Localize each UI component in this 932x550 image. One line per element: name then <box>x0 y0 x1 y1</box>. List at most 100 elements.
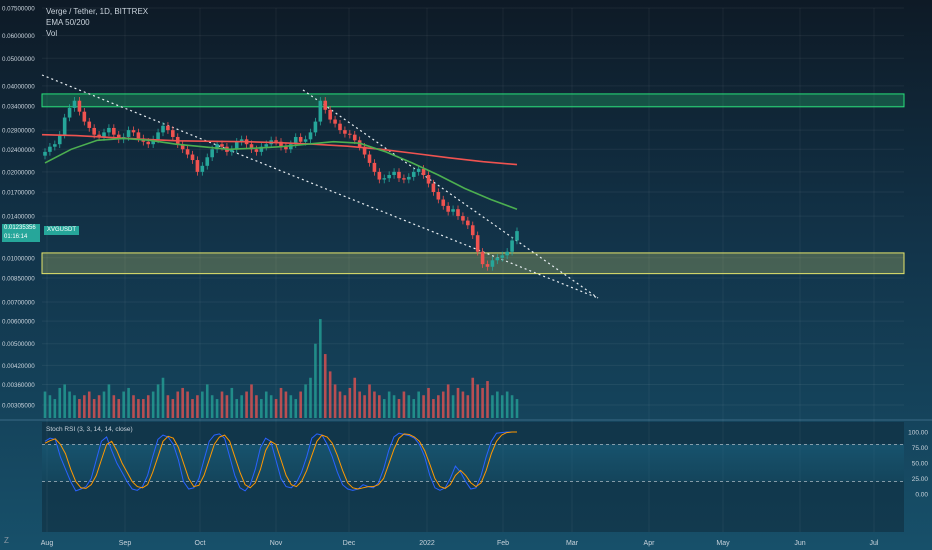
candle-body <box>180 144 185 150</box>
candle-body <box>328 109 332 120</box>
volume-bar <box>368 384 371 418</box>
candle-body <box>259 146 264 152</box>
volume-bar <box>191 399 194 418</box>
rsi-tick-label: 100.00 <box>908 430 928 437</box>
volume-bar <box>68 391 71 418</box>
volume-bar <box>461 391 465 418</box>
candle-body <box>161 125 165 133</box>
volume-bar <box>102 391 106 418</box>
volume-bar <box>78 399 81 418</box>
volume-bar <box>417 391 420 418</box>
candle-body <box>382 178 387 180</box>
candle-body <box>298 136 303 142</box>
candle-body <box>126 130 131 137</box>
time-tick-label: Oct <box>195 540 206 547</box>
stoch-rsi-panel: 100.00 75.00 50.00 25.00 0.00 <box>42 430 928 499</box>
volume-bar <box>250 384 253 418</box>
candle-body <box>372 162 377 172</box>
candle-body <box>466 220 470 226</box>
volume-bar <box>505 391 509 418</box>
price-tick-label: 0.02800000 <box>2 128 35 135</box>
volume-bar <box>294 399 298 418</box>
volume-bar <box>151 391 155 418</box>
volume-bar <box>137 399 140 418</box>
volume-bar <box>358 391 361 418</box>
volume-bar <box>319 319 322 418</box>
price-tick-label: 0.04000000 <box>2 83 35 90</box>
time-tick-label: May <box>716 540 730 547</box>
volume-bar <box>260 399 263 418</box>
volume-bar <box>304 384 307 418</box>
volume-bar <box>314 343 317 418</box>
volume-bar <box>122 391 125 418</box>
volume-bar <box>97 395 101 418</box>
volume-bar <box>348 387 352 418</box>
candle-body <box>500 255 505 258</box>
candle-body <box>195 160 200 172</box>
volume-bar <box>392 395 396 418</box>
candle-body <box>205 157 210 166</box>
volume-bar <box>496 391 499 418</box>
price-tick-label: 0.01400000 <box>2 214 35 221</box>
rsi-tick-label: 50.00 <box>912 461 929 468</box>
volume-bar <box>382 399 386 418</box>
volume-bar <box>255 395 258 418</box>
candle-body <box>43 151 47 156</box>
volume-bar <box>279 387 283 418</box>
rsi-tick-label: 0.00 <box>915 492 928 499</box>
candle-body <box>470 225 475 236</box>
bar-countdown: 01:16:14 <box>4 234 28 240</box>
volume-bar <box>481 387 484 418</box>
volume-bar <box>146 395 150 418</box>
volume-bar <box>412 399 416 418</box>
volume-bar <box>83 395 86 418</box>
volume-bar <box>333 384 337 418</box>
volume-bars <box>43 319 519 418</box>
candle-body <box>200 165 205 172</box>
volume-bar <box>284 391 288 418</box>
candle-body <box>485 264 490 267</box>
volume-bar <box>205 384 209 418</box>
price-tick-label: 0.07500000 <box>2 6 35 13</box>
volume-bar <box>87 391 91 418</box>
candle-body <box>220 144 224 147</box>
candle-body <box>392 171 396 175</box>
volume-bar <box>176 391 180 418</box>
volume-bar <box>456 387 460 418</box>
candle-body <box>456 209 460 217</box>
volume-bar <box>486 381 489 418</box>
price-tick-label: 0.02000000 <box>2 169 35 176</box>
volume-bar <box>58 387 62 418</box>
volume-bar <box>397 399 401 418</box>
candle-body <box>436 192 441 200</box>
volume-bar <box>196 395 199 418</box>
time-axis: Aug Sep Oct Nov Dec 2022 Feb Mar Apr May Jun Jul <box>41 540 879 547</box>
candle-body <box>461 216 465 221</box>
candle-body <box>62 117 67 135</box>
symbol-line: Verge / Tether, 1D, BITTREX <box>46 7 149 16</box>
candle-body <box>67 107 72 118</box>
volume-bar <box>186 391 189 418</box>
candle-body <box>318 100 323 122</box>
candle-body <box>48 146 52 152</box>
candle-body <box>303 139 308 142</box>
candle-body <box>293 136 298 145</box>
volume-bar <box>466 395 470 418</box>
candle-body <box>131 130 136 133</box>
volume-bar <box>476 384 479 418</box>
volume-bar <box>338 391 342 418</box>
volume-bar <box>353 377 357 418</box>
candle-body <box>57 134 62 145</box>
volume-bar <box>437 395 440 418</box>
descending-trendline <box>302 89 599 299</box>
candle-body <box>348 133 352 135</box>
candle-body <box>146 141 151 145</box>
volume-bar <box>328 371 332 418</box>
time-tick-label: Jun <box>794 540 805 547</box>
volume-bar <box>441 391 445 418</box>
price-tick-label: 0.00600000 <box>2 319 35 326</box>
price-tick-label: 0.00850000 <box>2 275 35 282</box>
time-tick-label: Feb <box>497 540 509 547</box>
candle-body <box>185 149 190 155</box>
ema50-line <box>44 137 518 210</box>
